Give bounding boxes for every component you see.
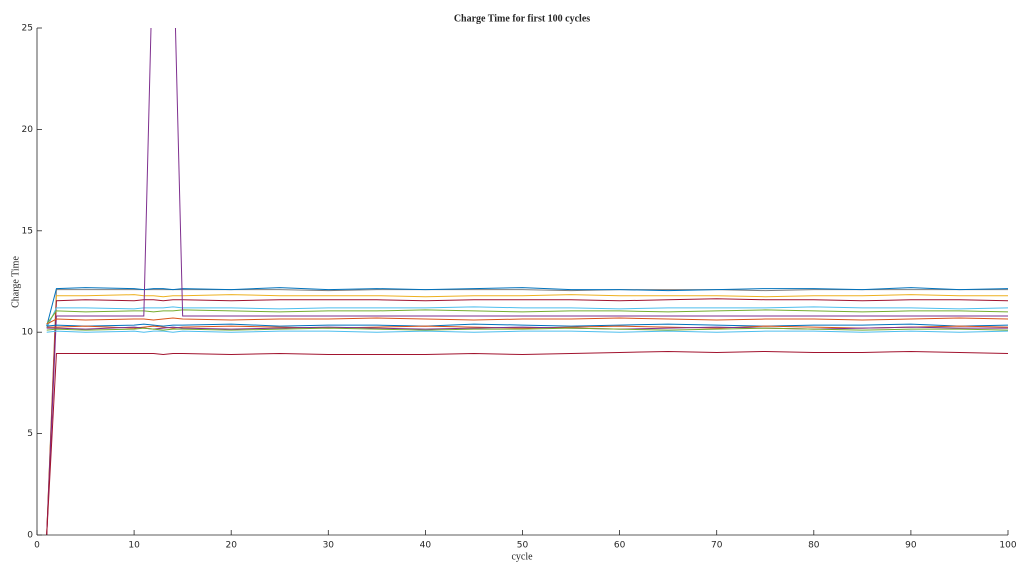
series-line — [46, 327, 1008, 331]
plot-lines — [46, 28, 1008, 535]
x-tick-label: 90 — [905, 541, 917, 551]
x-tick-label: 80 — [808, 541, 820, 551]
series-line — [46, 306, 1008, 329]
series-line — [46, 294, 1008, 535]
y-tick-label: 20 — [22, 125, 34, 135]
x-tick-label: 10 — [128, 541, 140, 551]
chart-title: Charge Time for first 100 cycles — [454, 13, 590, 24]
y-tick-label: 0 — [27, 531, 33, 541]
x-tick-label: 0 — [34, 541, 40, 551]
y-tick-label: 25 — [22, 24, 33, 34]
x-tick-label: 40 — [420, 541, 432, 551]
x-tick-label: 20 — [225, 541, 237, 551]
x-tick-label: 100 — [999, 541, 1016, 551]
series-line — [46, 323, 1008, 327]
series-line — [46, 309, 1008, 325]
y-tick-label: 5 — [27, 429, 33, 439]
series-line — [46, 28, 1008, 535]
series-line — [46, 287, 1008, 327]
y-tick-label: 15 — [22, 226, 33, 236]
x-axis-label: cycle — [511, 551, 533, 562]
y-tick-label: 10 — [22, 328, 34, 338]
x-tick-label: 30 — [323, 541, 335, 551]
series-line — [46, 325, 1008, 329]
x-tick-label: 60 — [614, 541, 626, 551]
y-axis-label: Charge Time — [10, 256, 21, 308]
series-line — [46, 330, 1008, 333]
series-line — [46, 289, 1008, 535]
x-tick-label: 70 — [711, 541, 723, 551]
x-tick-label: 50 — [517, 541, 529, 551]
series-line — [46, 317, 1008, 325]
series-line — [46, 298, 1008, 535]
series-line — [46, 350, 1008, 535]
